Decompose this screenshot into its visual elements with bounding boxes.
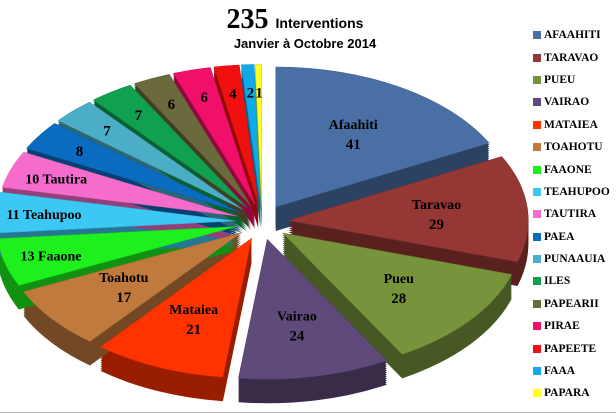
legend-label: PAPEARII [544, 297, 599, 310]
legend-swatch [533, 53, 541, 62]
legend-item: PAPARA [533, 382, 610, 404]
legend-item: ILES [533, 270, 610, 292]
title-suffix: Interventions [275, 15, 364, 31]
chart-subtitle: Janvier à Octobre 2014 [233, 36, 377, 51]
legend-item: PAPEETE [533, 337, 610, 359]
slice-papara [254, 64, 262, 205]
slice-value: 29 [429, 217, 444, 233]
slice-pueu [281, 232, 513, 355]
legend-item: PAEA [533, 226, 610, 248]
legend-label: FAAONE [544, 163, 592, 176]
legend: AFAAHITI TARAVAO PUEU VAIRAO MATAIEA TOAHOTU F… [533, 24, 610, 405]
slice-label: 6 [168, 97, 176, 113]
legend-swatch [533, 75, 541, 84]
legend-swatch [533, 277, 541, 286]
slice-label: Afaahiti [329, 118, 378, 133]
slice-value: 17 [116, 290, 132, 306]
slice-label: 7 [135, 108, 143, 124]
slice-afaahiti [275, 66, 490, 208]
legend-label: PAPARA [544, 387, 590, 400]
slice-mataiea [99, 237, 253, 378]
legend-swatch [533, 165, 541, 174]
legend-label: PAPEETE [544, 342, 597, 355]
slice-label: 1 [255, 85, 263, 101]
slice-label: 2 [247, 86, 255, 102]
legend-item: TEAHUPOO [533, 181, 610, 203]
legend-swatch [533, 120, 541, 129]
legend-swatch [533, 98, 541, 107]
slice-label: 11 Teahupoo [6, 208, 81, 223]
legend-label: AFAAHITI [544, 29, 601, 42]
legend-item: MATAIEA [533, 114, 610, 136]
slice-label: Toahotu [99, 271, 149, 286]
slice-label: Pueu [384, 272, 415, 287]
legend-swatch [533, 143, 541, 152]
slice-label: 7 [103, 124, 111, 140]
legend-swatch [533, 322, 541, 331]
legend-swatch [533, 389, 541, 398]
legend-item: TAUTIRA [533, 203, 610, 225]
legend-item: PIRAE [533, 315, 610, 337]
legend-item: VAIRAO [533, 91, 610, 113]
legend-item: FAAA [533, 360, 610, 382]
legend-swatch [533, 187, 541, 196]
slice-label: 4 [229, 87, 237, 103]
slice-label: 6 [201, 90, 209, 106]
slice-paea [26, 123, 241, 213]
slice-label: 8 [76, 144, 84, 160]
legend-swatch [533, 344, 541, 353]
legend-label: MATAIEA [544, 118, 598, 131]
slice-tautira [1, 151, 238, 217]
slice-value: 24 [289, 328, 305, 344]
legend-label: PAEA [544, 230, 575, 243]
slice-label: Mataiea [169, 303, 218, 318]
chart-title: 235 Interventions [200, 4, 390, 36]
title-total: 235 [226, 4, 269, 35]
slice-taravao [288, 156, 529, 263]
slice-punaauia [57, 101, 244, 210]
legend-label: ILES [544, 275, 571, 288]
legend-item: AFAAHITI [533, 24, 610, 46]
slice-papearii [133, 74, 252, 207]
legend-label: VAIRAO [544, 96, 590, 109]
legend-swatch [533, 255, 541, 264]
slice-iles [92, 84, 248, 208]
legend-item: FAAONE [533, 158, 610, 180]
slice-label: Vairao [277, 309, 317, 324]
legend-swatch [533, 232, 541, 241]
slice-faaa [241, 64, 261, 205]
legend-item: PAPEARII [533, 293, 610, 315]
legend-swatch [533, 367, 541, 376]
slice-toahotu [23, 232, 242, 342]
slice-teahupoo [0, 191, 236, 234]
legend-item: PUEU [533, 69, 610, 91]
legend-label: TOAHOTU [544, 141, 603, 154]
legend-label: PUEU [544, 73, 576, 86]
slice-value: 28 [391, 291, 406, 307]
slice-label: 13 Faaone [20, 249, 81, 264]
slice-pirae [172, 67, 256, 206]
legend-label: TEAHUPOO [544, 185, 610, 198]
legend-swatch [533, 299, 541, 308]
legend-label: PUNAAUIA [544, 253, 606, 266]
slice-value: 41 [346, 137, 361, 153]
slice-value: 21 [186, 322, 201, 338]
slice-label: Taravao [412, 198, 461, 213]
slice-papeete [213, 64, 259, 205]
legend-item: PUNAAUIA [533, 248, 610, 270]
legend-swatch [533, 31, 541, 40]
legend-swatch [533, 210, 541, 219]
slice-vairao [238, 238, 388, 380]
legend-label: PIRAE [544, 320, 580, 333]
slice-label: 10 Tautira [25, 173, 87, 188]
slice-faaone [0, 226, 237, 286]
legend-label: TARAVAO [544, 51, 599, 64]
legend-label: FAAA [544, 365, 576, 378]
legend-item: TARAVAO [533, 46, 610, 68]
legend-item: TOAHOTU [533, 136, 610, 158]
legend-label: TAUTIRA [544, 208, 597, 221]
